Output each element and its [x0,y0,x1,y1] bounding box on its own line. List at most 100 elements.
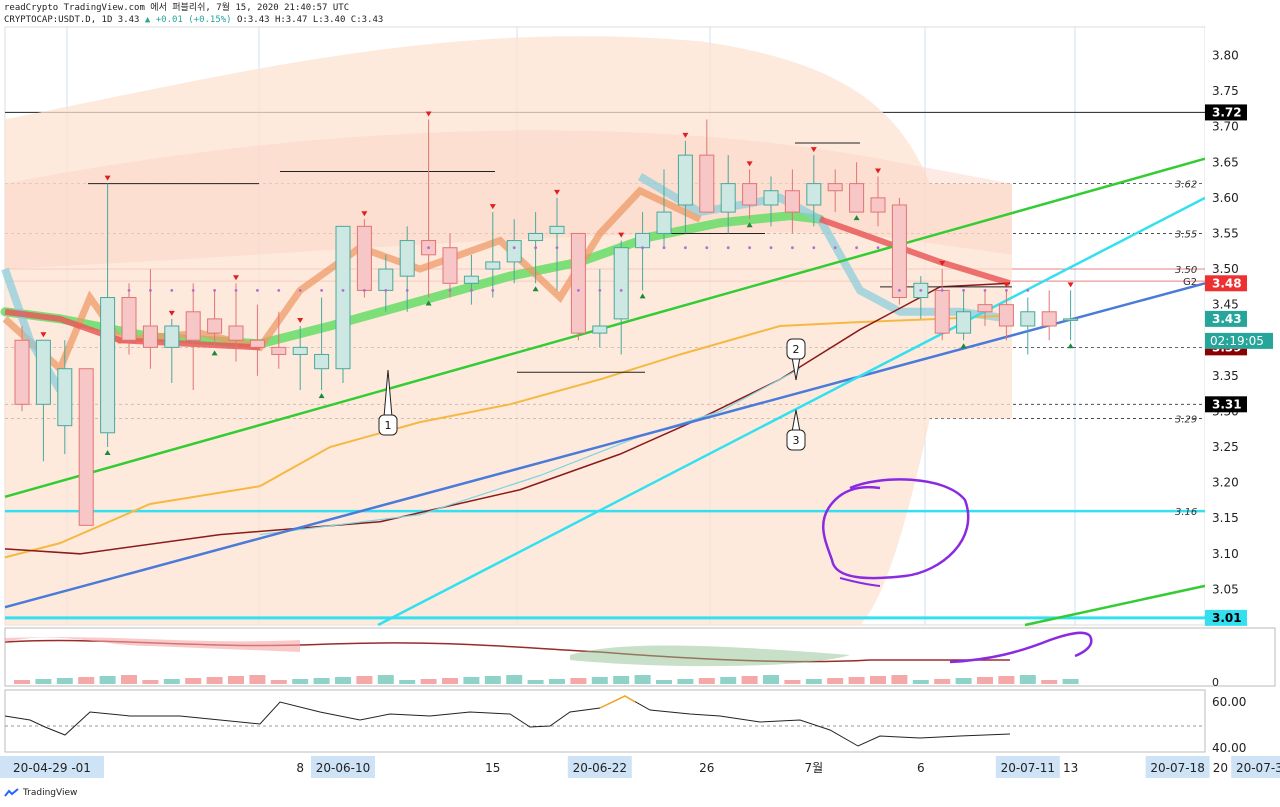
buy-marker [211,350,218,356]
volume-bar [677,679,694,684]
candle-body [185,311,201,341]
price-tick: 3.35 [1212,369,1239,383]
time-tick: 20-06-10 [316,761,370,775]
signal-dot [748,246,751,250]
candle-body [613,247,629,320]
price-badge [1205,396,1247,413]
level-note: 3.16 [1175,507,1197,518]
price-tick: 3.10 [1212,547,1239,561]
countdown-badge [1205,332,1273,349]
sell-marker [939,261,946,267]
sell-marker [1067,282,1074,288]
hand-drawn-stroke [839,577,881,587]
volume-bar [185,678,202,684]
volume-bar [442,678,458,684]
signal-dot [170,289,174,292]
candle-body [570,232,586,334]
time-label-box [567,756,632,778]
price-badge-label: 3.01 [1212,611,1242,625]
publish-line: readCrypto TradingView.com 에서 퍼블리쉬, 7월 1… [4,3,350,13]
candle-body [121,297,137,341]
symbol-line: CRYPTOCAP:USDT.D, 1D 3.43 [4,15,140,25]
candle-body [314,353,330,370]
volume-bar [420,679,437,684]
signal-dot [983,289,987,292]
volume-bar [142,680,159,684]
candle-body [849,183,865,213]
candle-body [207,318,223,334]
callout-box [786,338,806,360]
signal-dot [555,246,559,250]
price-tick: 3.45 [1212,298,1239,312]
candle-body [870,197,886,213]
volume-bar [377,675,394,684]
signal-dot [491,289,495,292]
change-value: ▲ +0.01 (+0.15%) [144,15,232,25]
volume-bar [891,675,908,684]
sell-marker [682,132,689,138]
ma-dark-red [4,282,1011,555]
volume-bar [14,680,30,684]
price-tick: 3.50 [1212,262,1239,276]
candle-body [142,325,158,348]
candle-body [998,304,1014,327]
signal-dot [684,246,687,250]
buy-marker [746,222,753,228]
volume-tick: 0 [1212,676,1219,689]
signal-dot [705,246,709,250]
signal-dot [470,289,473,292]
signal-dot [641,246,644,250]
ribbon-orange [2,186,702,375]
candle-body [442,247,458,284]
signal-dot [919,289,923,292]
sell-marker [297,318,304,323]
signal-dot [427,246,430,250]
time-label-box [1231,756,1280,778]
price-tick: 3.75 [1212,84,1239,98]
signal-dot [876,246,880,250]
price-badge [1205,275,1247,292]
green-trendline [1024,584,1206,627]
candle-body [934,289,950,334]
osc-tick: 40.00 [1212,741,1246,755]
candle-body [35,339,51,405]
volume-bar [955,678,972,684]
volume-bar [292,679,309,684]
signal-dot [769,246,773,250]
candle-body [528,232,544,242]
volume-bar [335,677,351,684]
signal-dot [577,289,580,292]
time-tick: 15 [485,761,500,775]
time-tick: 20-04-29 -01 [13,761,91,775]
price-tick: 3.55 [1212,226,1239,240]
candle-body [806,183,822,206]
signal-dot [234,289,238,292]
ohlc-values: O:3.43 H:3.47 L:3.40 C:3.43 [237,15,384,25]
signal-dot [405,289,409,292]
panel-band-green [570,645,850,667]
signal-dot [363,289,366,292]
volume-bar [463,677,480,684]
candle-body [784,190,800,213]
signal-dot [191,289,195,292]
time-label-box [311,756,375,778]
hand-drawn-curve [949,631,1093,664]
candle-body [506,240,522,263]
candle-body [677,154,693,206]
candle-body [1063,318,1079,321]
volume-bar [784,680,801,684]
signal-dot [598,289,602,292]
volume-bar [78,677,95,684]
candle-body [463,275,479,284]
buy-marker [532,286,539,292]
candle-body [549,225,565,234]
ma-cyan [259,368,801,536]
price-tick: 3.05 [1212,582,1239,596]
signal-dot [1026,289,1030,292]
time-label-box [995,756,1060,778]
volume-bar [698,678,715,684]
footer: TradingView [4,788,77,798]
volume-bar [805,679,822,684]
buy-marker [104,450,111,456]
